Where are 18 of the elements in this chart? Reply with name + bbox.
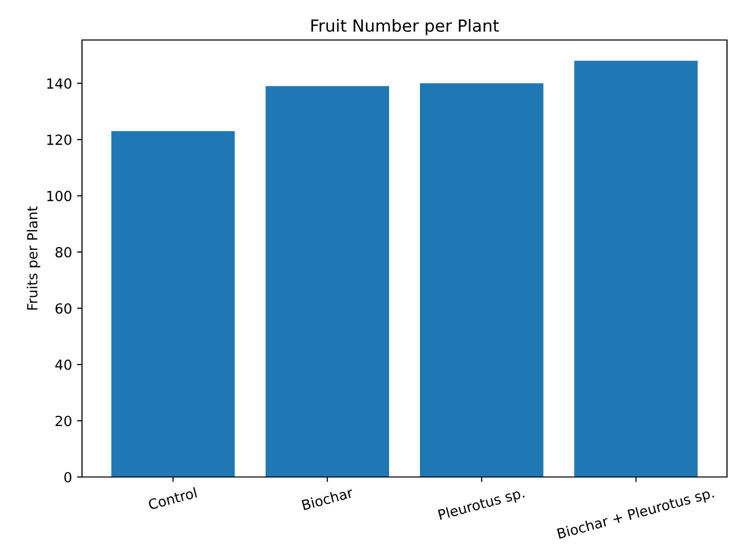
y-tick-label: 140 <box>47 78 72 89</box>
x-tick-label: Biochar + Pleurotus sp. <box>556 487 715 542</box>
y-tick-label: 80 <box>56 247 72 258</box>
chart-title: Fruit Number per Plant <box>311 19 499 36</box>
y-tick-label: 100 <box>47 190 72 202</box>
y-tick-label: 0 <box>64 472 72 482</box>
y-tick-label: 20 <box>56 416 72 426</box>
bar <box>574 60 698 477</box>
x-tick-label: Biochar <box>302 486 354 510</box>
y-tick-label: 40 <box>55 359 72 370</box>
bar <box>266 86 390 477</box>
y-tick-label: 120 <box>47 134 72 146</box>
y-tick-label: 60 <box>56 303 72 314</box>
bar <box>420 83 544 477</box>
y-axis-title: Fruits per Plant <box>26 206 40 310</box>
x-tick-label: Pleurotus sp. <box>438 487 526 523</box>
x-tick-label: Control <box>148 487 198 510</box>
bar <box>111 131 235 477</box>
